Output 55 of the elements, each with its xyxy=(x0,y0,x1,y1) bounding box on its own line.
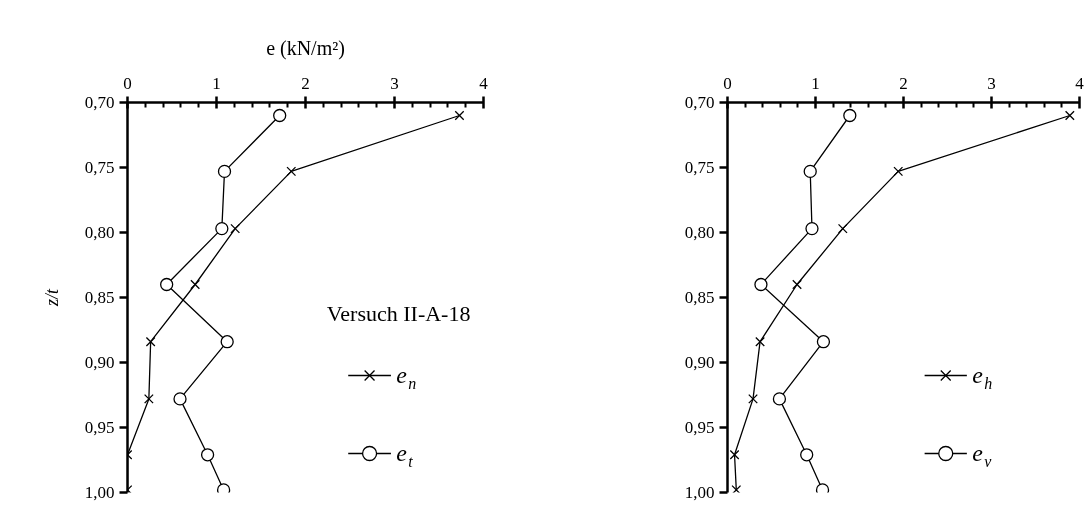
x-tick-label: 4 xyxy=(1075,73,1085,93)
y-tick-label: 0,95 xyxy=(84,418,115,437)
annotation: Versuch II-A-18 xyxy=(326,300,471,326)
point xyxy=(893,166,904,177)
point xyxy=(160,277,174,292)
point xyxy=(190,279,201,290)
point xyxy=(772,392,787,406)
point xyxy=(800,448,814,462)
y-tick-label: 0,80 xyxy=(684,223,715,242)
point xyxy=(1064,110,1075,121)
y-tick-label: 0,80 xyxy=(84,223,115,242)
point xyxy=(454,110,465,121)
point xyxy=(843,108,857,123)
point xyxy=(731,485,742,493)
y-tick-label: 1,00 xyxy=(684,483,715,502)
x-tick-label: 1 xyxy=(212,73,221,93)
y-tick-label: 0,85 xyxy=(84,288,115,307)
point xyxy=(286,166,297,177)
point xyxy=(755,336,765,347)
point xyxy=(200,448,215,462)
y-tick-label: 0,75 xyxy=(684,158,715,177)
y-axis-title: z/t xyxy=(41,288,62,307)
x-tick-label: 2 xyxy=(301,73,310,93)
x-tick-label: 2 xyxy=(899,73,908,93)
x-tick-label: 1 xyxy=(811,73,820,93)
point xyxy=(217,164,232,179)
x-tick-label: 3 xyxy=(987,73,996,93)
point xyxy=(816,335,831,349)
point xyxy=(173,392,187,406)
y-tick-label: 0,95 xyxy=(684,418,715,437)
point xyxy=(792,279,802,290)
point xyxy=(273,108,287,123)
point xyxy=(220,335,234,349)
point xyxy=(729,449,740,460)
y-tick-label: 0,90 xyxy=(684,353,715,372)
y-tick-label: 0,70 xyxy=(84,93,115,112)
y-tick-label: 0,70 xyxy=(684,93,715,112)
point xyxy=(805,221,819,236)
point xyxy=(803,164,817,179)
x-axis-title: e (kN/m²) xyxy=(266,36,345,60)
point xyxy=(837,223,848,234)
y-tick-label: 1,00 xyxy=(84,483,115,502)
x-tick-label: 0 xyxy=(723,73,732,93)
y-tick-label: 0,85 xyxy=(684,288,715,307)
point xyxy=(748,394,758,404)
point xyxy=(145,336,156,347)
y-tick-label: 0,90 xyxy=(84,353,115,372)
point xyxy=(215,221,229,236)
x-tick-label: 0 xyxy=(123,73,132,93)
x-tick-label: 3 xyxy=(390,73,399,93)
point xyxy=(754,277,768,292)
x-tick-label: 4 xyxy=(479,73,489,93)
point xyxy=(230,223,241,234)
y-tick-label: 0,75 xyxy=(84,158,115,177)
point xyxy=(143,394,154,404)
